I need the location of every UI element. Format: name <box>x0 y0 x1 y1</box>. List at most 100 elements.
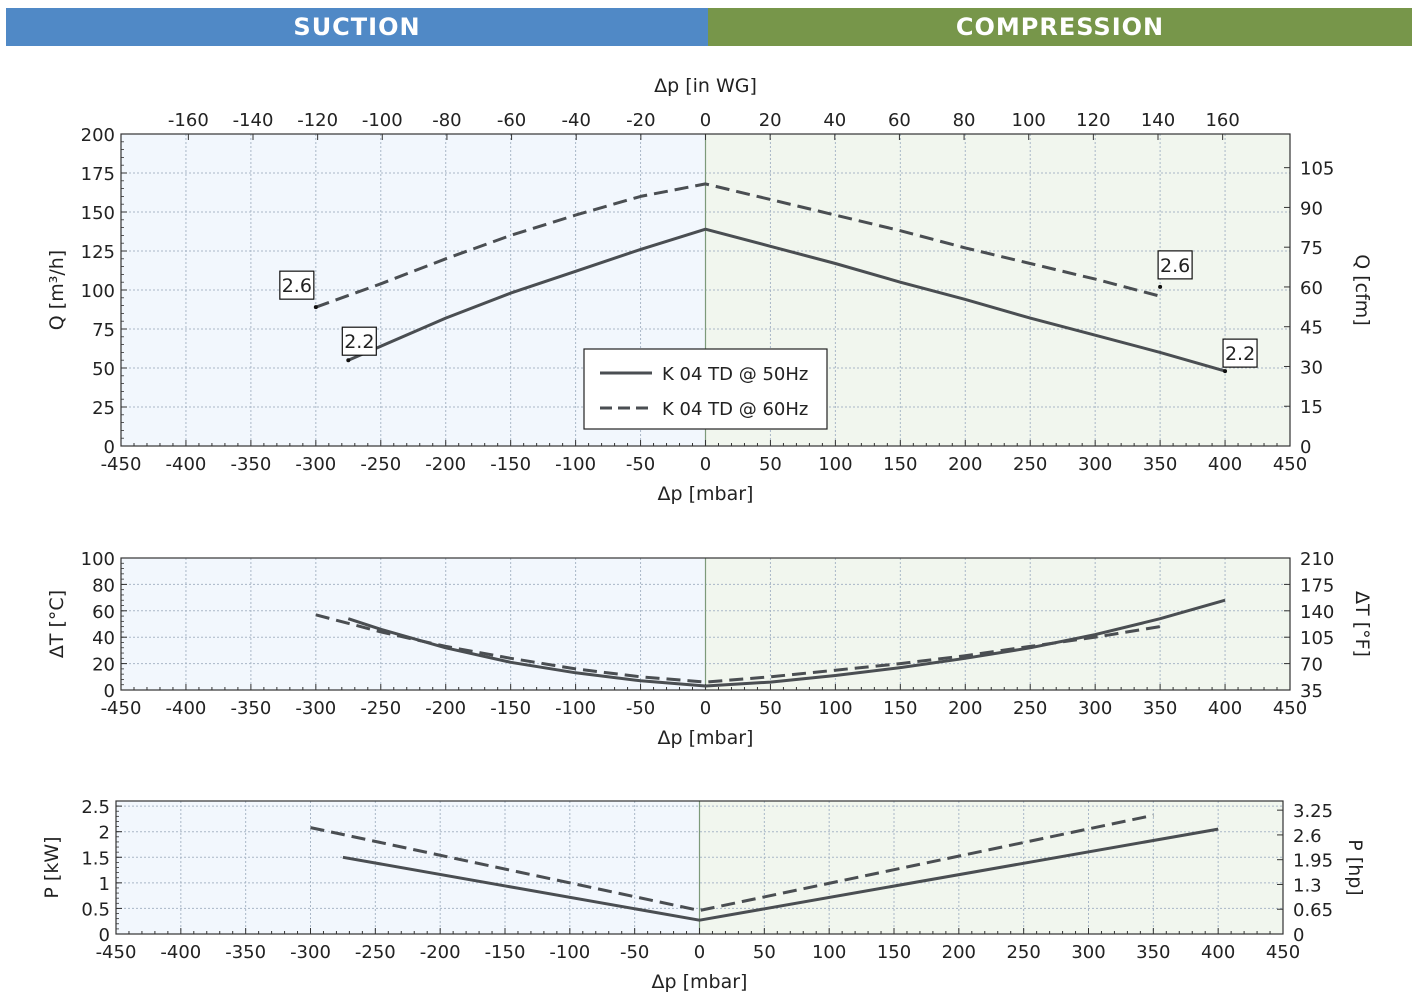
legend-label-60hz: K 04 TD @ 60Hz <box>662 399 808 420</box>
flow-annotation-box <box>1157 250 1193 280</box>
power-y-tick-label: 1 <box>99 874 110 895</box>
flow-x-tick-label: 150 <box>883 454 917 475</box>
suction-label: SUCTION <box>293 13 421 41</box>
power-x-axis-title: Δp [mbar] <box>652 971 748 993</box>
flow-y2-axis-title: Q [cfm] <box>1351 254 1373 325</box>
flow-y2-tick-label: 90 <box>1300 198 1323 219</box>
flow-series-60hz-line <box>315 182 1161 309</box>
temp-x-tick-label: 350 <box>1143 698 1177 719</box>
power-y2-axis-title: P [hp] <box>1344 839 1366 895</box>
temp-y-axis-title: ΔT [°C] <box>46 590 68 658</box>
power-x-tick-label: 450 <box>1266 942 1300 963</box>
flow-x2-tick-label: 160 <box>1205 110 1239 131</box>
temp-x-tick-label: 300 <box>1078 698 1112 719</box>
temp-y-tick-label: 80 <box>92 575 115 596</box>
flow-x-tick-label: -300 <box>295 454 336 475</box>
legend-label-50hz: K 04 TD @ 50Hz <box>662 364 808 385</box>
power-x-tick-label: -250 <box>355 942 396 963</box>
flow-x-tick-label: -250 <box>360 454 401 475</box>
flow-x-tick-label: 300 <box>1078 454 1112 475</box>
flow-x-tick-label: -200 <box>425 454 466 475</box>
temp-x-tick-label: 400 <box>1208 698 1242 719</box>
temp-x-tick-label: -100 <box>555 698 596 719</box>
flow-x2-tick-label: 20 <box>759 110 782 131</box>
flow-x2-tick-label: -120 <box>297 110 338 131</box>
flow-y-tick-label: 75 <box>92 320 115 341</box>
temp-y-tick-label: 100 <box>81 549 115 570</box>
flow-x2-tick-label: -160 <box>168 110 209 131</box>
temp-y2-tick-label: 35 <box>1300 681 1323 702</box>
flow-x2-tick-label: 60 <box>888 110 911 131</box>
flow-y2-tick-label: 15 <box>1300 397 1323 418</box>
flow-x-tick-label: -350 <box>230 454 271 475</box>
flow-x2-tick-label: 80 <box>953 110 976 131</box>
power-x-tick-label: -150 <box>485 942 526 963</box>
flow-annotation-label: 2.6 <box>1160 255 1190 277</box>
temp-y2-axis-title: ΔT [°F] <box>1351 591 1373 657</box>
temp-x-axis-title: Δp [mbar] <box>658 727 754 749</box>
power-y2-tick-label: 1.95 <box>1293 851 1333 872</box>
flow-y2-tick-label: 0 <box>1300 437 1311 458</box>
flow-y-tick-label: 25 <box>92 398 115 419</box>
flow-y2-tick-label: 45 <box>1300 318 1323 339</box>
flow-x-tick-label: -450 <box>101 454 142 475</box>
flow-x-tick-label: 100 <box>818 454 852 475</box>
power-x-tick-label: -450 <box>96 942 137 963</box>
flow-x2-tick-label: 140 <box>1141 110 1175 131</box>
flow-x2-tick-label: 120 <box>1076 110 1110 131</box>
flow-annotation-point <box>1223 369 1228 374</box>
flow-annotation-label: 2.6 <box>282 275 312 297</box>
flow-y-tick-label: 175 <box>81 164 115 185</box>
flow-annotation-point <box>1158 284 1163 289</box>
flow-x2-tick-label: -80 <box>432 110 461 131</box>
flow-x-tick-label: 400 <box>1208 454 1242 475</box>
power-y-tick-label: 1.5 <box>81 848 110 869</box>
temp-x-tick-label: -350 <box>230 698 271 719</box>
power-x-tick-label: -350 <box>225 942 266 963</box>
power-x-tick-label: 300 <box>1071 942 1105 963</box>
flow-x2-tick-label: -40 <box>562 110 591 131</box>
temp-y-tick-label: 60 <box>92 602 115 623</box>
compression-label: COMPRESSION <box>955 13 1165 41</box>
temp-y-tick-label: 20 <box>92 655 115 676</box>
flow-y-tick-label: 200 <box>81 125 115 146</box>
temp-x-tick-label: -450 <box>101 698 142 719</box>
power-y2-tick-label: 2.6 <box>1293 826 1322 847</box>
flow-y-axis-title: Q [m³/h] <box>46 250 68 330</box>
temp-series-60hz-line <box>315 613 1161 684</box>
flow-x2-tick-label: -100 <box>362 110 403 131</box>
power-y-tick-label: 0.5 <box>81 899 110 920</box>
temp-x-tick-label: 100 <box>818 698 852 719</box>
temp-x-tick-label: 200 <box>948 698 982 719</box>
power-x-tick-label: 400 <box>1201 942 1235 963</box>
power-y-tick-label: 2.5 <box>81 797 110 818</box>
power-x-tick-label: 150 <box>877 942 911 963</box>
flow-x2-axis-title: Δp [in WG] <box>654 75 757 97</box>
power-y2-tick-label: 0.65 <box>1293 900 1333 921</box>
power-x-tick-label: -200 <box>420 942 461 963</box>
power-x-tick-label: 350 <box>1136 942 1170 963</box>
power-x-tick-label: 50 <box>753 942 776 963</box>
flow-x2-tick-label: -60 <box>497 110 526 131</box>
flow-x-tick-label: -150 <box>490 454 531 475</box>
power-y-tick-label: 2 <box>99 823 110 844</box>
flow-x-tick-label: -50 <box>626 454 655 475</box>
temp-x-tick-label: -250 <box>360 698 401 719</box>
flow-x2-tick-label: -20 <box>626 110 655 131</box>
temp-x-tick-label: 0 <box>700 698 711 719</box>
temp-x-tick-label: -150 <box>490 698 531 719</box>
flow-annotation-point <box>313 305 318 310</box>
flow-x-tick-label: -100 <box>555 454 596 475</box>
power-x-tick-label: -100 <box>549 942 590 963</box>
temp-x-tick-label: 150 <box>883 698 917 719</box>
temp-x-tick-label: 450 <box>1273 698 1307 719</box>
flow-annotation-label: 2.2 <box>344 331 374 353</box>
temp-y-tick-label: 0 <box>104 681 115 702</box>
temp-x-tick-label: 250 <box>1013 698 1047 719</box>
power-y2-tick-label: 1.3 <box>1293 875 1322 896</box>
flow-y-tick-label: 100 <box>81 281 115 302</box>
flow-x-tick-label: 50 <box>759 454 782 475</box>
temp-y2-tick-label: 210 <box>1300 549 1334 570</box>
flow-y-tick-label: 150 <box>81 203 115 224</box>
temp-y2-tick-label: 105 <box>1300 628 1334 649</box>
